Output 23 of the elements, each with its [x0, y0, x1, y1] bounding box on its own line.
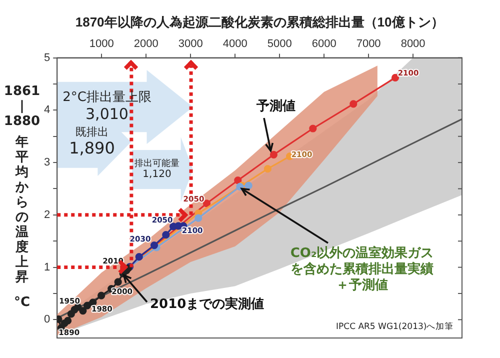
y-tick-label: 0: [44, 314, 50, 326]
x-tick-label: 1000: [89, 38, 114, 50]
text: 1861 | 1880 年平均からの温度上昇 °C: [4, 84, 40, 310]
y-tick-label: 5: [44, 52, 50, 64]
y-tick-label: 4: [44, 104, 50, 116]
y-tick-label: 3: [44, 156, 50, 169]
annotation: 排出可能量 1,120: [134, 158, 180, 180]
x-tick-label: 5000: [267, 38, 292, 50]
x-axis-title: 1870年以降の人為起源二酸化炭素の累積総排出量（10億トン）: [75, 14, 444, 30]
x-tick-label: 6000: [312, 38, 336, 50]
y-tick-label: 1: [44, 261, 50, 274]
annotation: 2°C排出量上限 3,010: [62, 90, 152, 124]
annotation: 既排出 1,890: [68, 125, 116, 158]
y-tick-label: 2: [44, 208, 50, 221]
x-tick-label: 4000: [222, 38, 248, 50]
x-tick-label: 2000: [134, 38, 158, 50]
annotation: 予測値: [256, 98, 296, 114]
annotation: CO₂以外の温室効果ガスを含めた累積排出量実績＋予測値: [290, 244, 434, 293]
x-tick-label: 3000: [178, 38, 203, 50]
annotation: IPCC AR5 WG1(2013)へ加筆: [336, 321, 454, 333]
annotation: 2010までの実測値: [150, 296, 264, 312]
x-tick-label: 7000: [356, 38, 381, 50]
x-tick-label: 8000: [400, 38, 426, 50]
